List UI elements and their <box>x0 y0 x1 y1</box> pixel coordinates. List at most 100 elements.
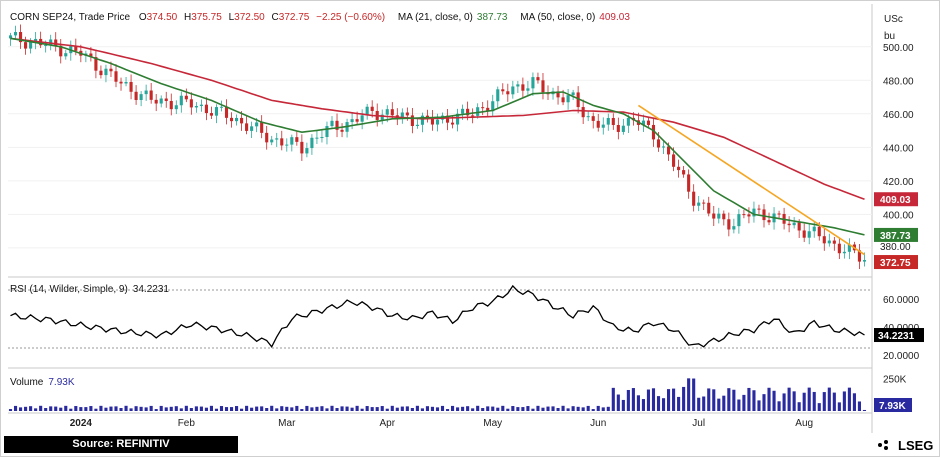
candle-body <box>310 137 314 149</box>
volume-bar <box>164 407 168 411</box>
candle-body <box>405 112 409 116</box>
candle-body <box>752 208 756 217</box>
volume-bar <box>370 407 374 411</box>
volume-bar <box>852 393 856 411</box>
candle-body <box>541 80 545 93</box>
volume-bar <box>390 405 394 411</box>
candle-body <box>832 240 836 244</box>
candle-body <box>295 137 299 142</box>
volume-bar <box>240 408 244 411</box>
candle-body <box>290 137 294 145</box>
volume-bar <box>99 405 103 411</box>
volume-bar <box>375 407 379 411</box>
volume-bar <box>576 406 580 411</box>
volume-bar <box>501 405 505 411</box>
volume-bar <box>94 408 98 411</box>
volume-bar <box>295 405 299 411</box>
candle-body <box>536 77 540 81</box>
volume-bar <box>511 406 515 411</box>
candle-body <box>275 138 279 140</box>
candle-body <box>164 98 168 101</box>
volume-bar <box>762 394 766 411</box>
volume-bar <box>114 406 118 411</box>
volume-bar <box>119 408 123 411</box>
volume-bar <box>360 408 364 411</box>
candle-body <box>611 117 615 125</box>
volume-bar <box>461 406 465 411</box>
volume-bar <box>646 389 651 411</box>
volume-bar <box>430 406 435 411</box>
candle-body <box>184 95 188 100</box>
volume-bar <box>827 387 831 411</box>
candle-body <box>722 213 726 220</box>
candle-body <box>456 113 460 125</box>
volume-bar <box>571 406 575 411</box>
candle-body <box>807 231 811 238</box>
candle-body <box>702 202 706 204</box>
candle-body <box>857 250 861 262</box>
candle-body <box>260 122 264 133</box>
volume-bar <box>541 407 545 411</box>
volume-tick-label: 250K <box>883 375 907 386</box>
candle-body <box>792 222 796 226</box>
volume-bar <box>224 407 229 411</box>
candle-body <box>119 81 123 84</box>
lseg-mark-bg <box>874 437 894 453</box>
candle-body <box>204 104 208 114</box>
candle-body <box>270 139 274 143</box>
volume-bar <box>290 407 294 411</box>
candle-body <box>280 138 284 146</box>
volume-bar <box>611 387 615 411</box>
candle-body <box>566 95 570 103</box>
candle-body <box>586 116 590 118</box>
candle-body <box>340 129 344 132</box>
candle-body <box>235 117 239 122</box>
volume-bar <box>250 407 254 411</box>
candle-body <box>124 81 128 84</box>
candle-body <box>461 108 465 114</box>
candle-body <box>19 32 23 43</box>
candle-body <box>109 68 113 72</box>
price-tick-label: 400.00 <box>883 210 914 221</box>
source-label: Source: REFINITIV <box>4 436 238 453</box>
trendline <box>637 104 865 256</box>
candle-body <box>445 115 450 123</box>
volume-bar <box>245 405 249 411</box>
candle-body <box>661 146 666 148</box>
volume-bar <box>566 408 570 411</box>
price-tick-label: 500.00 <box>883 43 914 54</box>
candle-body <box>822 236 826 244</box>
volume-bar <box>456 407 460 411</box>
volume-bar <box>556 408 560 411</box>
candle-body <box>451 122 455 125</box>
candle-body <box>862 260 867 262</box>
time-tick-label: Jul <box>692 418 705 429</box>
volume-bar <box>59 407 63 411</box>
volume-bar <box>677 396 681 411</box>
candle-body <box>159 98 163 104</box>
volume-bar <box>797 402 801 411</box>
candle-body <box>29 41 33 49</box>
candle-body <box>13 32 18 36</box>
candle-body <box>787 223 791 226</box>
lseg-dot-icon <box>878 443 882 447</box>
candle-body <box>626 117 630 126</box>
price-grid <box>8 46 872 249</box>
volume-bar <box>702 396 706 411</box>
candle-body <box>285 144 289 146</box>
candle-body <box>300 141 304 154</box>
candle-body <box>511 86 515 95</box>
volume-bar <box>536 405 540 411</box>
volume-bar <box>641 399 645 411</box>
candle-body <box>154 99 158 104</box>
volume-bar <box>415 405 419 411</box>
volume-bar <box>435 407 440 411</box>
volume-bar <box>275 408 279 411</box>
candle-body <box>194 105 198 108</box>
volume-bar <box>305 405 309 411</box>
volume-bar <box>139 406 143 411</box>
volume-bar <box>466 406 470 411</box>
time-tick-label: Aug <box>795 418 813 429</box>
volume-bar <box>626 389 630 411</box>
volume-bar <box>310 407 314 411</box>
